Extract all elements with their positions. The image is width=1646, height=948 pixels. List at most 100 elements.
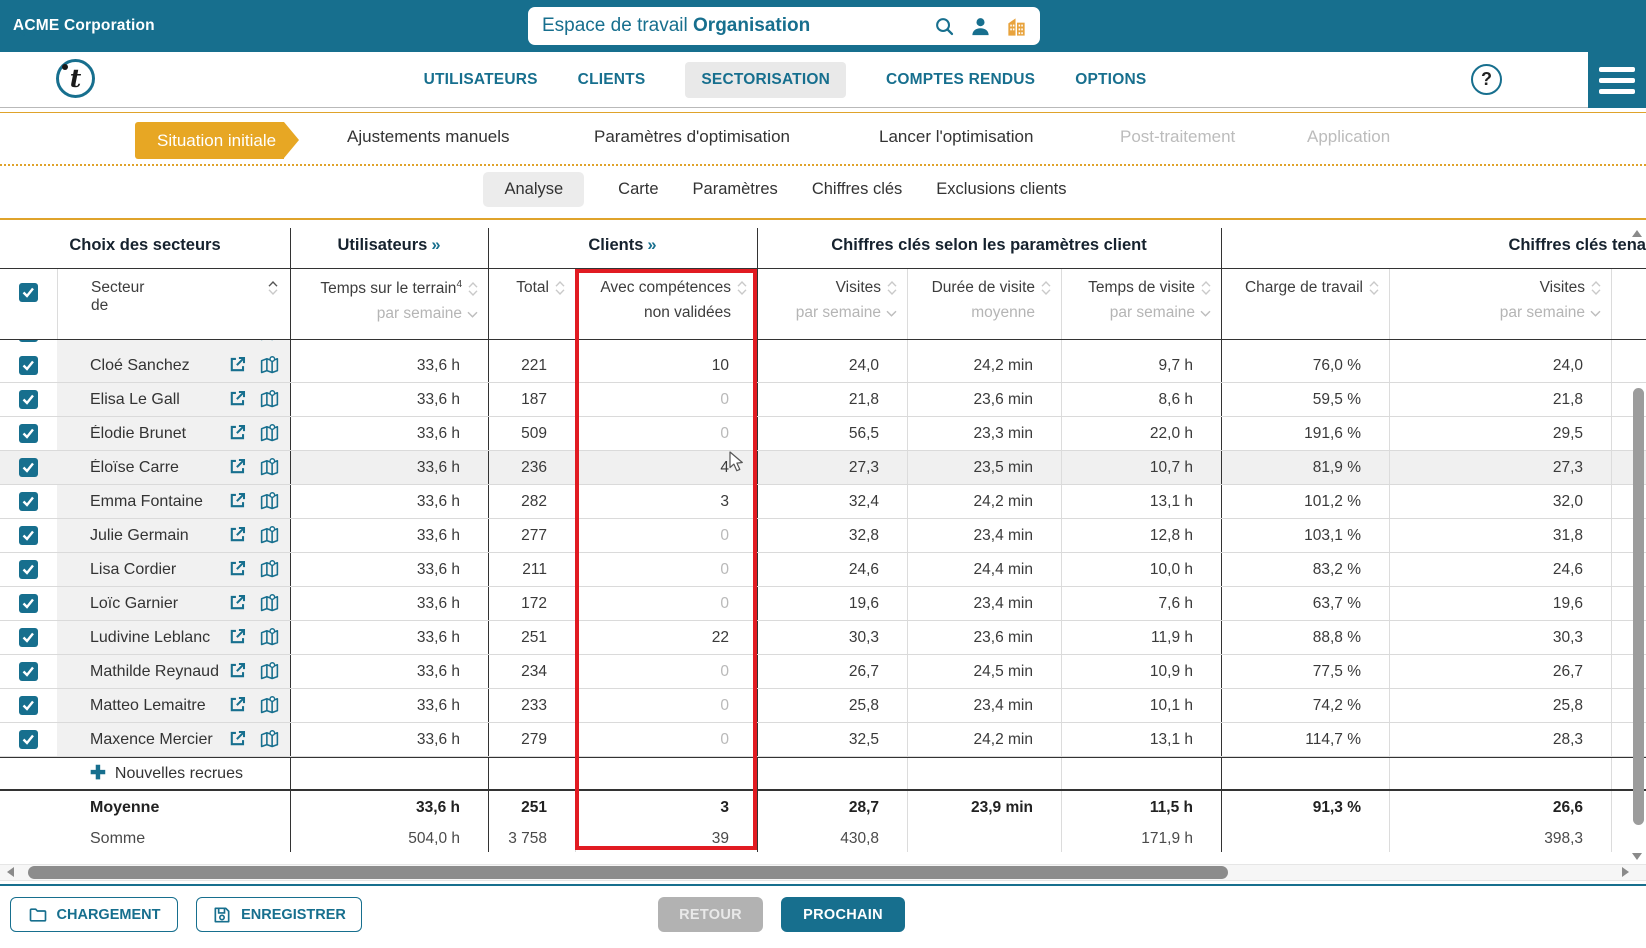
table-row[interactable]: Mathilde Reynaud 33,6 h 234 0 26,7 24,5 … (0, 655, 1646, 689)
row-checkbox[interactable] (19, 526, 38, 545)
open-sector-icon[interactable] (228, 661, 247, 682)
nav-tab-sectorisation[interactable]: SECTORISATION (685, 62, 846, 98)
map-icon[interactable] (259, 457, 280, 478)
table-row[interactable]: Loïc Garnier 33,6 h 172 0 19,6 23,4 min … (0, 587, 1646, 621)
vertical-scrollbar-thumb[interactable] (1633, 388, 1644, 825)
map-icon[interactable] (259, 491, 280, 512)
scroll-left-arrow[interactable] (7, 867, 14, 877)
group-utilisateurs[interactable]: Utilisateurs» (290, 236, 488, 255)
group-clients[interactable]: Clients» (488, 236, 757, 255)
nav-tab-clients[interactable]: CLIENTS (578, 71, 646, 89)
cell-duree-visite: 23,4 min (907, 689, 1061, 722)
open-sector-icon[interactable] (228, 627, 247, 648)
row-checkbox-cell (0, 689, 57, 722)
subtab-chiffres-cles[interactable]: Chiffres clés (812, 180, 902, 199)
table-row[interactable]: Élodie Brunet 33,6 h 509 0 56,5 23,3 min… (0, 417, 1646, 451)
open-sector-icon[interactable] (228, 491, 247, 512)
header-competences-non-validees[interactable]: Avec compétences non validées (575, 269, 757, 339)
nav-tab-utilisateurs[interactable]: UTILISATEURS (424, 71, 538, 89)
header-temps-visite[interactable]: Temps de visite par semaine (1061, 269, 1221, 339)
user-icon[interactable] (969, 15, 992, 38)
subtab-exclusions-clients[interactable]: Exclusions clients (936, 180, 1066, 199)
row-checkbox[interactable] (19, 458, 38, 477)
header-duree-visite[interactable]: Durée de visite moyenne (907, 269, 1061, 339)
row-checkbox[interactable] (19, 492, 38, 511)
nav-tab-options[interactable]: OPTIONS (1075, 71, 1146, 89)
table-row[interactable]: Lisa Cordier 33,6 h 211 0 24,6 24,4 min … (0, 553, 1646, 587)
map-icon[interactable] (259, 423, 280, 444)
row-checkbox[interactable] (19, 356, 38, 375)
scroll-down-arrow[interactable] (1632, 853, 1642, 860)
add-recruits-button[interactable]: ✚Nouvelles recrues (57, 758, 290, 789)
row-checkbox[interactable] (19, 730, 38, 749)
header-visites[interactable]: Visites par semaine (757, 269, 907, 339)
building-icon[interactable] (1005, 15, 1028, 38)
map-icon[interactable] (259, 525, 280, 546)
map-icon[interactable] (259, 389, 280, 410)
wizard-step-ajustements[interactable]: Ajustements manuels (347, 127, 510, 147)
header-total[interactable]: Total (488, 269, 575, 339)
map-icon[interactable] (259, 661, 280, 682)
row-checkbox[interactable] (19, 628, 38, 647)
map-icon[interactable] (259, 355, 280, 376)
open-sector-icon[interactable] (228, 593, 247, 614)
scroll-right-arrow[interactable] (1622, 867, 1629, 877)
magnifier-icon[interactable] (933, 15, 956, 38)
header-charge-travail[interactable]: Charge de travail (1221, 269, 1389, 339)
open-sector-icon[interactable] (228, 729, 247, 750)
table-row[interactable]: Emma Fontaine 33,6 h 282 3 32,4 24,2 min… (0, 485, 1646, 519)
wizard-step-parametres[interactable]: Paramètres d'optimisation (594, 127, 790, 147)
map-icon[interactable] (259, 695, 280, 716)
help-icon[interactable]: ? (1471, 64, 1502, 95)
row-checkbox[interactable] (19, 424, 38, 443)
subtab-parametres[interactable]: Paramètres (693, 180, 778, 199)
table-row[interactable]: Maxence Mercier 33,6 h 279 0 32,5 24,2 m… (0, 723, 1646, 757)
table-row[interactable]: Elisa Le Gall 33,6 h 187 0 21,8 23,6 min… (0, 383, 1646, 417)
cell-temps-visite: 12,8 h (1061, 519, 1221, 552)
cell-competences: 0 (575, 689, 757, 722)
select-all-checkbox[interactable] (19, 283, 38, 302)
table-row[interactable]: Éloïse Carre 33,6 h 236 4 27,3 23,5 min … (0, 451, 1646, 485)
row-checkbox-cell (0, 655, 57, 688)
open-sector-icon[interactable] (228, 389, 247, 410)
open-sector-icon[interactable] (228, 355, 247, 376)
back-arrow-icon[interactable]: ← (14, 13, 44, 43)
row-checkbox[interactable] (19, 696, 38, 715)
subtab-carte[interactable]: Carte (618, 180, 658, 199)
subtab-analyse[interactable]: Analyse (483, 172, 584, 207)
retour-button: RETOUR (658, 897, 763, 932)
cell-duree-visite: 23,3 min (907, 417, 1061, 450)
scroll-up-arrow[interactable] (1632, 230, 1642, 237)
chevron-right-icon: » (431, 236, 440, 254)
map-icon[interactable] (259, 593, 280, 614)
wizard-step-situation-initiale[interactable]: Situation initiale (135, 122, 284, 159)
row-checkbox[interactable] (19, 662, 38, 681)
row-checkbox[interactable] (19, 594, 38, 613)
workspace-search[interactable]: Espace de travail Organisation (528, 7, 1040, 45)
enregistrer-button[interactable]: ENREGISTRER (196, 897, 362, 932)
map-icon[interactable] (259, 729, 280, 750)
open-sector-icon[interactable] (228, 695, 247, 716)
open-sector-icon[interactable] (228, 423, 247, 444)
table-row[interactable]: Cloé Sanchez 33,6 h 221 10 24,0 24,2 min… (0, 349, 1646, 383)
hamburger-icon[interactable] (1588, 52, 1646, 108)
open-sector-icon[interactable] (228, 457, 247, 478)
table-row[interactable]: Ludivine Leblanc 33,6 h 251 22 30,3 23,6… (0, 621, 1646, 655)
header-visites-2[interactable]: Visites par semaine (1389, 269, 1611, 339)
prochain-button[interactable]: PROCHAIN (781, 897, 905, 932)
wizard-step-lancer[interactable]: Lancer l'optimisation (879, 127, 1033, 147)
table-row[interactable]: Julie Germain 33,6 h 277 0 32,8 23,4 min… (0, 519, 1646, 553)
map-icon[interactable] (259, 559, 280, 580)
nav-tab-comptes-rendus[interactable]: COMPTES RENDUS (886, 71, 1035, 89)
row-checkbox[interactable] (19, 560, 38, 579)
header-temps-terrain[interactable]: Temps sur le terrain4 par semaine (290, 269, 488, 339)
cell-temps-visite: 9,7 h (1061, 349, 1221, 382)
chargement-button[interactable]: CHARGEMENT (10, 897, 178, 932)
table-row[interactable]: Matteo Lemaitre 33,6 h 233 0 25,8 23,4 m… (0, 689, 1646, 723)
horizontal-scrollbar-thumb[interactable] (28, 866, 1228, 879)
open-sector-icon[interactable] (228, 559, 247, 580)
open-sector-icon[interactable] (228, 525, 247, 546)
map-icon[interactable] (259, 627, 280, 648)
row-checkbox[interactable] (19, 390, 38, 409)
header-secteur[interactable]: Secteur de (57, 269, 290, 339)
